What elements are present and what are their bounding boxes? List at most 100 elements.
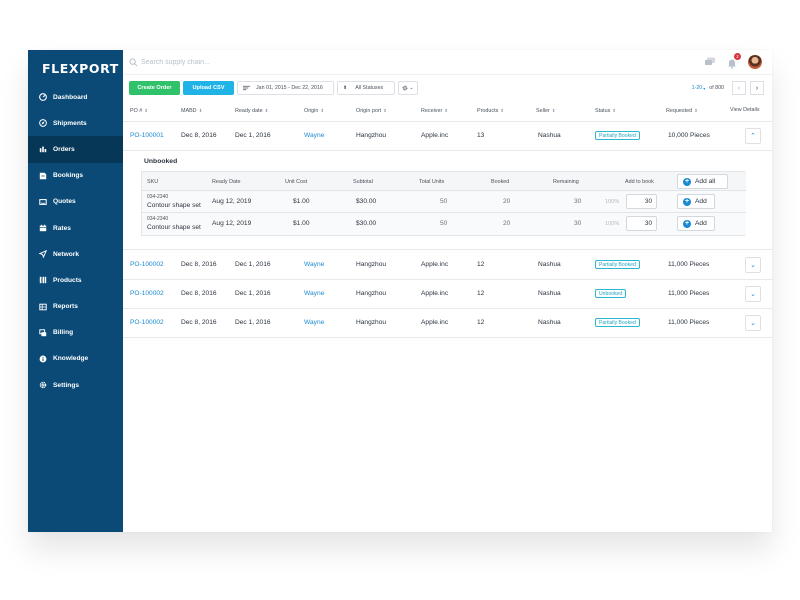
column-header-requested[interactable]: Requested ⬍ xyxy=(666,108,698,114)
add-sku-button[interactable]: + Add xyxy=(677,216,715,231)
sidebar-item-label: Network xyxy=(53,250,80,258)
sidebar-item-label: Quotes xyxy=(53,198,76,206)
po-number-link[interactable]: PO-100002 xyxy=(130,290,164,297)
table-row[interactable]: PO-100002 Dec 8, 2016 Dec 1, 2016 Wayne … xyxy=(123,251,772,280)
sidebar-item-label: Shipments xyxy=(53,119,87,127)
column-header-label: Ready date xyxy=(235,108,263,114)
status-filter-select[interactable]: ⬍ All Statuses xyxy=(337,81,395,95)
expand-row-button[interactable]: ⌄ xyxy=(745,315,761,331)
po-number-link[interactable]: PO-100001 xyxy=(130,132,164,139)
sidebar-item-rates[interactable]: Rates xyxy=(28,215,123,241)
origin-link[interactable]: Wayne xyxy=(304,290,325,297)
column-header-status[interactable]: Status ⬍ xyxy=(595,108,616,114)
seller-cell: Nashua xyxy=(538,290,561,297)
column-header-origin[interactable]: Origin ⬍ xyxy=(304,108,324,114)
column-header-ready-date[interactable]: Ready date ⬍ xyxy=(235,108,268,114)
add-label: Add xyxy=(695,198,707,205)
sidebar-item-network[interactable]: Network xyxy=(28,241,123,267)
mabd-cell: Dec 8, 2016 xyxy=(181,132,217,139)
sidebar: FLEXPORT Dashboard Shipments Orders Book… xyxy=(28,50,123,532)
column-header-label: Products xyxy=(477,108,499,114)
expand-row-button[interactable]: ⌄ xyxy=(745,257,761,273)
unit-cost-header: Unit Cost xyxy=(285,179,308,185)
page-range[interactable]: 1-20 xyxy=(691,85,703,91)
chat-icon[interactable] xyxy=(704,56,716,68)
sort-icon: ⬍ xyxy=(198,108,203,113)
sort-icon: ⬍ xyxy=(144,108,149,113)
column-header-receiver[interactable]: Receiver ⬍ xyxy=(421,108,448,114)
requested-cell: 11,000 Pieces xyxy=(668,261,710,268)
add-all-button[interactable]: + Add all xyxy=(677,174,728,189)
sidebar-item-products[interactable]: Products xyxy=(28,267,123,293)
origin-link[interactable]: Wayne xyxy=(304,261,325,268)
caret-down-icon: ▾ xyxy=(703,85,706,91)
sidebar-item-knowledge[interactable]: Knowledge xyxy=(28,346,123,372)
date-range-picker[interactable]: Jan 01, 2015 - Dec 22, 2016 xyxy=(237,81,334,95)
quantity-input[interactable]: 30 xyxy=(626,194,657,209)
bell-icon[interactable]: 2 xyxy=(726,53,741,69)
knowledge-icon xyxy=(39,355,47,363)
avatar[interactable] xyxy=(748,55,762,69)
column-settings-button[interactable]: ⌄ xyxy=(398,81,418,95)
collapse-row-button[interactable]: ⌃ xyxy=(745,128,761,144)
create-order-button[interactable]: Create Order xyxy=(129,81,180,95)
column-header-origin-port[interactable]: Origin port ⬍ xyxy=(356,108,387,114)
sidebar-item-label: Dashboard xyxy=(53,93,88,101)
products-cell: 13 xyxy=(477,132,485,139)
sidebar-item-bookings[interactable]: Bookings xyxy=(28,163,123,189)
prev-page-button[interactable]: ‹ xyxy=(732,81,746,95)
sidebar-item-reports[interactable]: Reports xyxy=(28,294,123,320)
reports-icon xyxy=(39,303,47,311)
table-row[interactable]: PO-100002 Dec 8, 2016 Dec 1, 2016 Wayne … xyxy=(123,309,772,338)
table-header: PO # ⬍ MABD ⬍ Ready date ⬍ Origin ⬍ Origin p… xyxy=(123,102,772,122)
column-header-mabd[interactable]: MABD ⬍ xyxy=(181,108,202,114)
table-row[interactable]: PO-100001 Dec 8, 2016 Dec 1, 2016 Wayne … xyxy=(123,122,772,151)
upload-csv-button[interactable]: Upload CSV xyxy=(183,81,234,95)
requested-cell: 11,000 Pieces xyxy=(668,290,710,297)
sku-name: Contour shape set xyxy=(147,224,201,231)
sidebar-item-label: Bookings xyxy=(53,172,84,180)
column-header-po[interactable]: PO # ⬍ xyxy=(130,108,148,114)
receiver-cell: Apple.inc xyxy=(421,319,449,326)
expand-row-button[interactable]: ⌄ xyxy=(745,286,761,302)
origin-link[interactable]: Wayne xyxy=(304,132,325,139)
origin-port-cell: Hangzhou xyxy=(356,319,387,326)
brand-logo: FLEXPORT xyxy=(42,61,119,76)
products-cell: 12 xyxy=(477,261,485,268)
search-input[interactable] xyxy=(141,56,341,68)
sort-icon: ⬍ xyxy=(500,108,505,113)
column-header-label: Requested xyxy=(666,108,693,114)
sidebar-item-orders[interactable]: Orders xyxy=(28,136,123,163)
sidebar-item-shipments[interactable]: Shipments xyxy=(28,110,123,136)
table-row[interactable]: PO-100002 Dec 8, 2016 Dec 1, 2016 Wayne … xyxy=(123,280,772,309)
notification-badge: 2 xyxy=(734,53,741,60)
sku-total-units: 50 xyxy=(440,198,448,205)
sort-icon: ⬍ xyxy=(320,108,325,113)
sku-table: SKU Ready Date Unit Cost Subtotal Total … xyxy=(141,171,746,236)
next-page-button[interactable]: › xyxy=(750,81,764,95)
sku-code: 034-2340 xyxy=(147,216,169,222)
quantity-input[interactable]: 30 xyxy=(626,216,657,231)
status-badge: Partially Booked xyxy=(595,318,640,327)
sidebar-item-dashboard[interactable]: Dashboard xyxy=(28,84,123,110)
origin-port-cell: Hangzhou xyxy=(356,132,387,139)
requested-cell: 10,000 Pieces xyxy=(668,132,710,139)
column-header-seller[interactable]: Seller ⬍ xyxy=(536,108,556,114)
ready-date-cell: Dec 1, 2016 xyxy=(235,132,271,139)
status-filter-value: All Statuses xyxy=(355,85,384,91)
column-header-label: Seller xyxy=(536,108,550,114)
sku-remaining: 30 xyxy=(574,220,582,227)
sidebar-item-label: Knowledge xyxy=(53,355,89,363)
top-bar: 2 xyxy=(123,50,772,75)
sidebar-item-quotes[interactable]: Quotes xyxy=(28,189,123,215)
add-sku-button[interactable]: + Add xyxy=(677,194,715,209)
network-icon xyxy=(39,250,47,259)
origin-link[interactable]: Wayne xyxy=(304,319,325,326)
po-number-link[interactable]: PO-100002 xyxy=(130,319,164,326)
column-header-products[interactable]: Products ⬍ xyxy=(477,108,504,114)
sidebar-item-billing[interactable]: Billing xyxy=(28,320,123,346)
po-number-link[interactable]: PO-100002 xyxy=(130,261,164,268)
sidebar-item-settings[interactable]: Settings xyxy=(28,372,123,398)
products-cell: 12 xyxy=(477,319,485,326)
select-arrows-icon: ⬍ xyxy=(343,85,348,91)
